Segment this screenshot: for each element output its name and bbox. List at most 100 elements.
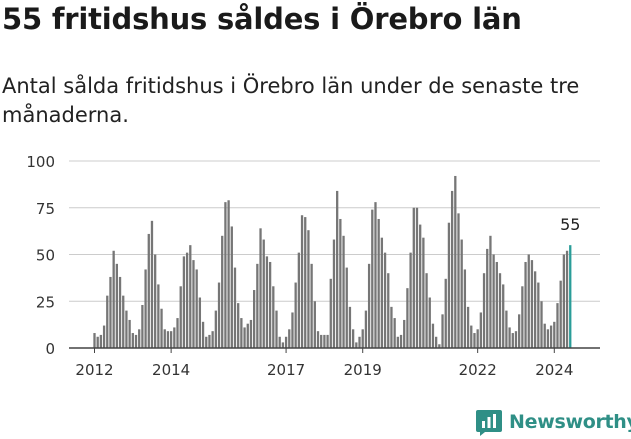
bar <box>486 248 489 348</box>
bar <box>527 254 530 348</box>
x-tick-label: 2017 <box>267 361 305 379</box>
y-tick-label: 100 <box>26 153 55 171</box>
chart-subtitle: Antal sålda fritidshus i Örebro län unde… <box>2 74 580 127</box>
bar <box>454 175 457 348</box>
bar <box>345 267 348 348</box>
bar <box>562 254 566 348</box>
bar <box>253 290 256 348</box>
bar <box>470 325 473 348</box>
bar <box>540 301 543 348</box>
bar <box>367 263 371 348</box>
bar <box>198 297 202 348</box>
bar <box>479 312 483 348</box>
bar <box>495 261 498 348</box>
bar <box>329 278 332 348</box>
bar <box>425 273 428 348</box>
bar <box>221 235 224 348</box>
bar <box>355 342 358 348</box>
bar <box>380 237 384 348</box>
bar <box>195 269 198 348</box>
bar <box>109 276 112 348</box>
bar <box>262 239 265 348</box>
bar <box>361 329 364 348</box>
brand-name: Newsworthy <box>509 411 631 433</box>
bar <box>179 286 182 348</box>
bar <box>192 260 195 348</box>
bar <box>387 273 390 348</box>
bar <box>115 263 119 348</box>
bar <box>157 284 160 348</box>
bar <box>182 256 186 348</box>
bar <box>326 334 329 348</box>
bar <box>268 261 272 348</box>
bar <box>323 334 326 348</box>
last-value-label: 55 <box>560 215 580 234</box>
bar <box>256 263 259 348</box>
bar <box>281 342 285 348</box>
bar <box>304 217 307 348</box>
bar <box>249 319 253 348</box>
bar <box>320 334 323 348</box>
bar <box>160 308 163 348</box>
bar <box>438 344 441 348</box>
chart-title: 55 fritidshus såldes i Örebro län <box>2 2 522 36</box>
bar <box>237 303 240 348</box>
bar <box>457 213 460 348</box>
bar <box>214 310 217 348</box>
bar <box>428 297 431 348</box>
bar <box>246 323 249 348</box>
bar <box>348 306 352 348</box>
bar <box>466 306 470 348</box>
bar <box>463 269 467 348</box>
bar <box>549 325 553 348</box>
bar <box>169 331 173 348</box>
bar <box>336 190 339 348</box>
x-tick-label: 2014 <box>152 361 190 379</box>
bar <box>96 336 99 348</box>
bar <box>419 224 422 348</box>
bar <box>514 331 518 348</box>
bar <box>102 325 106 348</box>
bar <box>230 226 233 348</box>
bar <box>227 200 230 348</box>
bar <box>208 334 211 348</box>
bar <box>272 286 275 348</box>
bar <box>310 263 313 348</box>
bar <box>502 284 505 348</box>
bar-highlight <box>569 245 572 348</box>
bar <box>524 261 527 348</box>
bar <box>396 336 399 348</box>
bar <box>521 286 524 348</box>
bar <box>415 207 419 348</box>
y-tick-label: 75 <box>36 200 55 218</box>
bar <box>93 333 96 348</box>
bar <box>422 237 425 348</box>
bar <box>128 319 131 348</box>
bar <box>492 254 495 348</box>
bar <box>173 327 176 348</box>
bar <box>339 218 342 348</box>
bar <box>556 303 559 348</box>
bar <box>288 329 291 348</box>
bar <box>134 334 138 348</box>
bar <box>141 304 144 348</box>
bar <box>291 312 294 348</box>
bar <box>144 269 147 348</box>
bar <box>131 333 134 348</box>
bar <box>364 310 368 348</box>
bar <box>546 329 550 348</box>
bar <box>518 314 521 348</box>
newsworthy-logo[interactable]: Newsworthy <box>475 408 631 436</box>
bar <box>201 321 205 348</box>
bar <box>565 250 569 348</box>
bar <box>259 228 262 348</box>
bar <box>163 329 166 348</box>
y-tick-label: 0 <box>45 340 55 358</box>
bar <box>147 233 150 348</box>
bar <box>99 334 103 348</box>
bar <box>447 222 451 348</box>
bar <box>450 190 454 348</box>
bar <box>275 310 278 348</box>
bar <box>371 209 374 348</box>
